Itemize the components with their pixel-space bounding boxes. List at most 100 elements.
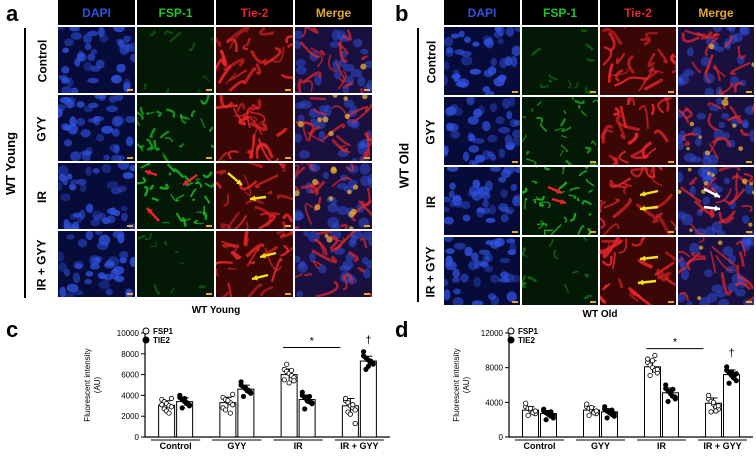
point-fsp1 bbox=[588, 404, 595, 411]
legend-marker-fsp1 bbox=[142, 327, 150, 335]
significance-dagger: † bbox=[365, 334, 371, 346]
point-tie2 bbox=[541, 406, 547, 412]
point-fsp1 bbox=[347, 411, 353, 417]
y-tick-label: 10000 bbox=[117, 329, 140, 338]
point-tie2 bbox=[365, 363, 371, 369]
point-fsp1 bbox=[291, 378, 297, 384]
bar-fsp1 bbox=[644, 366, 661, 438]
panel-b-image-r1-merge bbox=[678, 27, 754, 95]
x-tick-label: GYY bbox=[227, 441, 246, 451]
point-fsp1 bbox=[284, 361, 290, 367]
panel-a-col-header-fsp1: FSP-1 bbox=[137, 0, 214, 25]
point-fsp1 bbox=[527, 405, 534, 412]
panel-b-group-bracket bbox=[417, 28, 419, 302]
point-fsp1 bbox=[159, 402, 165, 408]
panel-c-label: c bbox=[6, 317, 19, 342]
panel-b-row-label-ir: IR bbox=[424, 196, 438, 208]
panel-a-image-r4-dapi bbox=[58, 231, 135, 297]
legend-marker-tie2 bbox=[507, 336, 515, 344]
point-tie2 bbox=[360, 349, 367, 355]
chart-d: 0 4000 8000 12000 Fluorescent intensity(AU) C… bbox=[452, 327, 753, 451]
point-tie2 bbox=[186, 402, 193, 408]
panel-a-image-r1-fsp1 bbox=[137, 27, 214, 93]
point-fsp1 bbox=[713, 408, 719, 414]
panel-a-image-r2-merge bbox=[295, 95, 372, 161]
panel-b-image-r4-dapi bbox=[444, 237, 520, 305]
point-tie2 bbox=[182, 395, 188, 402]
panel-b-caption: WT Old bbox=[582, 309, 618, 320]
panel-a-col-header-dapi: DAPI bbox=[58, 0, 135, 25]
point-fsp1 bbox=[710, 399, 717, 405]
panel-d-label: d bbox=[395, 317, 409, 342]
panel-b-col-header-tie2: Tie-2 bbox=[600, 0, 676, 25]
panel-b-image-r2-merge bbox=[678, 97, 754, 165]
point-tie2 bbox=[309, 400, 315, 406]
panel-b-image-r4-fsp1 bbox=[522, 237, 598, 305]
point-fsp1 bbox=[225, 398, 231, 404]
x-tick-label: IR bbox=[657, 441, 667, 451]
panel-a-caption: WT Young bbox=[191, 305, 241, 316]
point-tie2 bbox=[370, 360, 376, 366]
point-tie2 bbox=[609, 407, 615, 413]
significance-star: * bbox=[310, 336, 315, 348]
point-tie2 bbox=[179, 405, 185, 411]
panel-b-image-r1-fsp1 bbox=[522, 27, 598, 95]
point-fsp1 bbox=[523, 400, 529, 406]
y-tick-label: 0 bbox=[499, 433, 504, 442]
y-tick-label: 0 bbox=[135, 433, 140, 442]
point-fsp1 bbox=[708, 409, 714, 415]
panel-a-group-label: WT Young bbox=[3, 131, 19, 195]
panel-a-image-r2-fsp1 bbox=[137, 95, 214, 161]
x-tick-label: Control bbox=[524, 441, 556, 451]
point-tie2 bbox=[733, 371, 739, 377]
point-fsp1 bbox=[532, 408, 538, 414]
panel-a-image-r4-merge bbox=[295, 231, 372, 297]
point-tie2 bbox=[665, 398, 671, 405]
x-tick-label: Control bbox=[160, 441, 192, 451]
panel-b-image-r2-tie2 bbox=[600, 97, 676, 165]
panel-b-image-r3-tie2 bbox=[600, 167, 676, 235]
panel-a-col-header-merge: Merge bbox=[295, 0, 372, 25]
point-fsp1 bbox=[281, 377, 287, 383]
point-fsp1 bbox=[168, 404, 175, 410]
x-tick-label: IR + GYY bbox=[703, 441, 741, 451]
point-tie2 bbox=[724, 364, 730, 370]
point-tie2 bbox=[604, 415, 610, 421]
point-tie2 bbox=[663, 382, 669, 388]
y-tick-label: 8000 bbox=[121, 350, 139, 359]
legend-marker-fsp1 bbox=[507, 327, 515, 335]
panel-b-image-r3-fsp1 bbox=[522, 167, 598, 235]
panel-b-image-r3-merge bbox=[678, 167, 754, 235]
panel-b-image-r4-merge bbox=[678, 237, 754, 305]
y-axis-label: Fluorescent intensity(AU) bbox=[83, 348, 102, 421]
panel-a-row-label-control: Control bbox=[35, 39, 49, 83]
point-fsp1 bbox=[593, 408, 599, 414]
point-tie2 bbox=[177, 392, 183, 399]
y-tick-label: 8000 bbox=[485, 364, 503, 373]
panel-a-image-r4-tie2 bbox=[216, 231, 293, 297]
point-tie2 bbox=[302, 406, 308, 412]
point-fsp1 bbox=[649, 358, 656, 364]
significance-dagger: † bbox=[728, 347, 734, 359]
point-tie2 bbox=[672, 394, 678, 400]
point-tie2 bbox=[306, 393, 313, 400]
y-tick-label: 6000 bbox=[121, 371, 139, 380]
y-tick-label: 2000 bbox=[121, 412, 139, 421]
panel-b-image-r2-dapi bbox=[444, 97, 520, 165]
point-tie2 bbox=[733, 378, 739, 384]
panel-b-col-header-merge: Merge bbox=[678, 0, 754, 25]
y-tick-label: 4000 bbox=[121, 391, 139, 400]
panel-a-col-header-tie2: Tie-2 bbox=[216, 0, 293, 25]
panel-b-image-r2-fsp1 bbox=[522, 97, 598, 165]
significance-star: * bbox=[673, 337, 678, 349]
panel-b-label: b bbox=[395, 1, 409, 26]
panel-b-col-header-dapi: DAPI bbox=[444, 0, 520, 25]
point-tie2 bbox=[238, 379, 244, 385]
point-fsp1 bbox=[715, 403, 721, 409]
panel-b-col-header-fsp1: FSP-1 bbox=[522, 0, 598, 25]
point-fsp1 bbox=[350, 402, 356, 408]
point-tie2 bbox=[299, 389, 305, 395]
panel-b-image-r1-tie2 bbox=[600, 27, 676, 95]
chart-c: 0 2000 4000 6000 8000 10000 Fluorescent intens… bbox=[83, 327, 390, 451]
